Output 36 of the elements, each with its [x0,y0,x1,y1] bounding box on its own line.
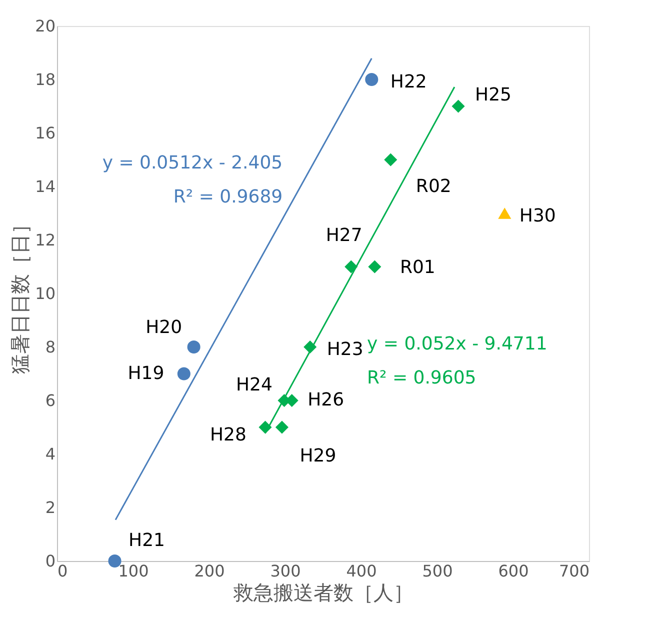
y-tick-label: 10 [35,284,56,303]
x-tick-label: 100 [118,562,149,580]
y-tick-label: 6 [45,391,56,410]
annotation: H27 [326,224,362,246]
x-tick-label: 700 [558,562,590,580]
y-tick-label: 12 [35,230,56,250]
x-tick-label: 500 [422,562,453,580]
x-tick-label: 0 [58,562,68,580]
annotation: H23 [326,339,364,360]
series-label: y = 0.0512x - 2.405 R² = 0.9689 [102,152,283,208]
y-axis-title: 猛暑日日数［日］ [8,214,32,374]
annotation: R02 [416,176,452,197]
annotation: H25 [475,84,512,106]
annotation: H30 [519,205,556,226]
annotation: H19 [128,362,164,384]
x-tick-label: 200 [194,562,225,580]
y-tick-label: 20 [35,16,56,36]
x-tick-label: 600 [498,562,529,580]
annotation: H29 [300,445,336,466]
x-tick-label: 400 [346,562,377,580]
annotation: H21 [128,530,165,551]
annotation: H20 [146,317,182,338]
x-axis-title: 救急搬送者数［人］ [232,580,414,604]
x-tick-label: 300 [270,562,301,580]
y-tick-label: 2 [45,498,56,517]
text: y = 0.052x - 9.4711 R² = 0.9605 [367,333,548,388]
annotation: R01 [400,256,436,278]
y-tick-label: 18 [35,70,56,89]
y-tick-label: 16 [35,124,56,142]
annotation: H26 [308,390,344,410]
annotation: H28 [210,424,246,446]
y-tick-label: 4 [45,444,56,464]
y-tick-label: 8 [45,338,56,356]
annotation: H22 [390,72,427,92]
y-tick-label: 14 [35,177,56,196]
annotation: H24 [236,374,272,396]
